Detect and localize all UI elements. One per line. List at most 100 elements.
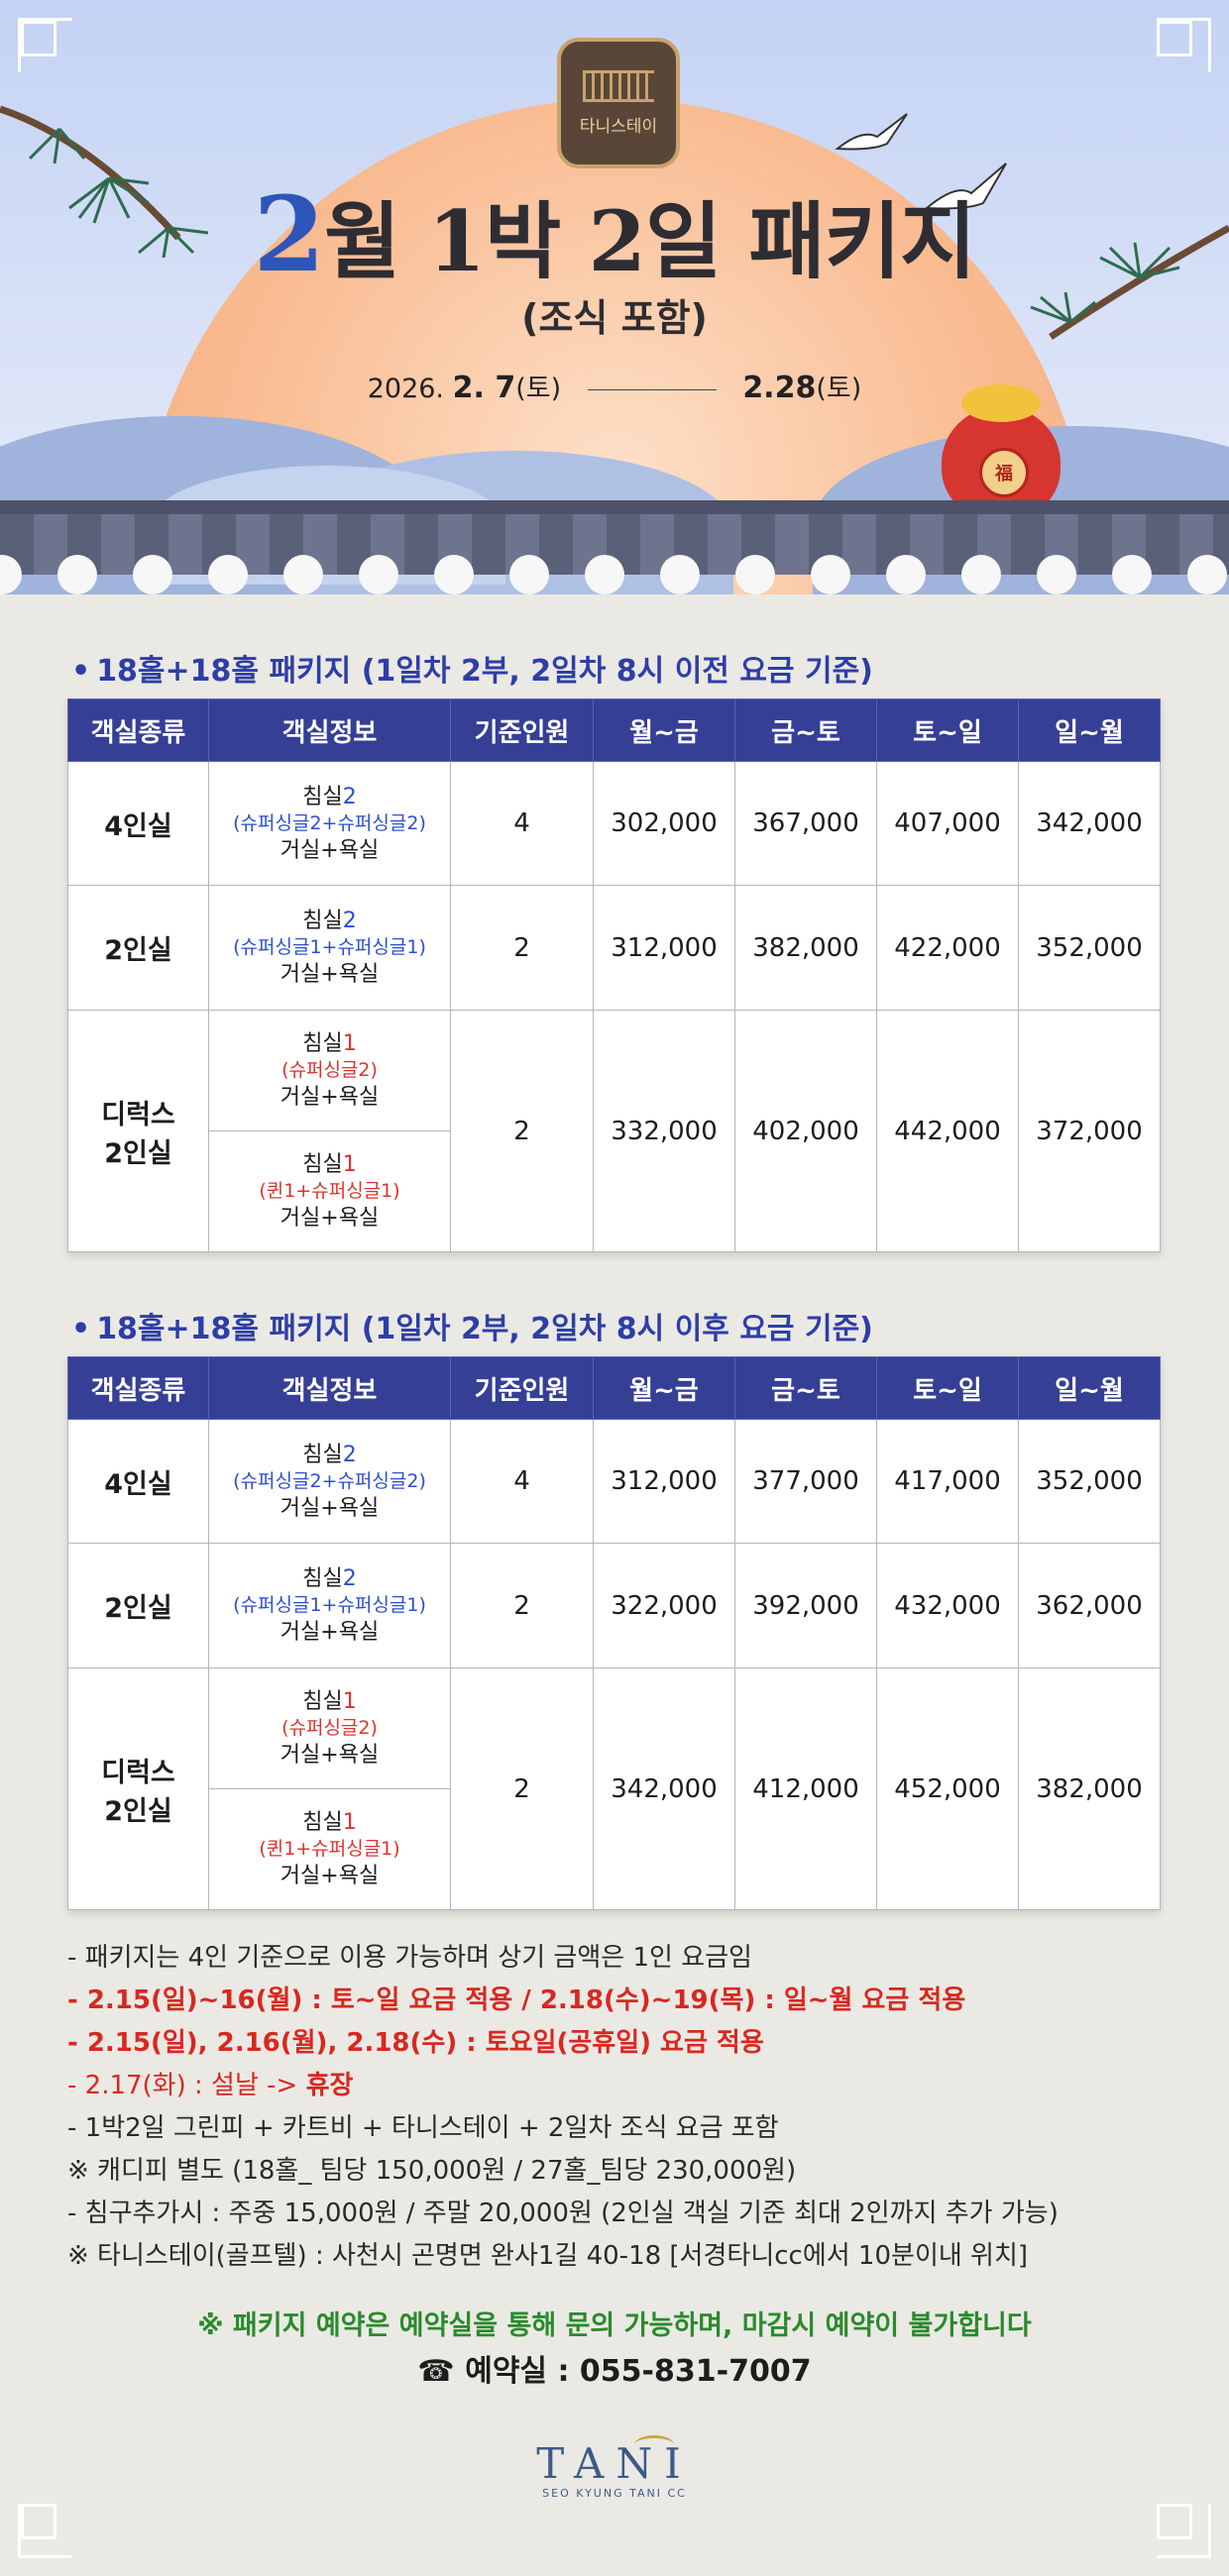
price-cell: 377,000	[734, 1419, 877, 1544]
wall-ornament	[0, 555, 22, 594]
wall-ornament	[961, 555, 1001, 594]
col-header: 일~월	[1018, 698, 1161, 762]
section-title: 18홀+18홀 패키지 (1일차 2부, 2일차 8시 이전 요금 기준)	[71, 646, 873, 690]
wall-cap	[0, 500, 1229, 514]
table-row: 4인실 침실2 (슈퍼싱글2+슈퍼싱글2) 거실+욕실 4 302,000 367,…	[67, 761, 1161, 886]
phone-number[interactable]: 예약실 : 055-831-7007	[465, 2354, 812, 2389]
wall-ornament	[359, 555, 398, 594]
date-start-day: (토)	[515, 374, 562, 404]
col-header: 월~금	[593, 1356, 735, 1420]
room-type: 4인실	[67, 1419, 209, 1544]
pouch-label: 福	[995, 464, 1013, 484]
note-item: - 침구추가시 : 주중 15,000원 / 주말 20,000원 (2인실 객…	[67, 2199, 1059, 2228]
col-header: 객실정보	[208, 1356, 451, 1420]
table-row: 2인실 침실2 (슈퍼싱글1+슈퍼싱글1) 거실+욕실 2 322,000 392,…	[67, 1543, 1161, 1668]
room-info: 침실1 (퀸1+슈퍼싱글1) 거실+욕실	[208, 1788, 451, 1910]
people-count: 2	[450, 1010, 594, 1252]
date-start-prefix: 2026.	[367, 374, 445, 404]
phone-line: ☎ 예약실 : 055-831-7007	[0, 2346, 1229, 2390]
reservation-note: ※ 패키지 예약은 예약실을 통해 문의 가능하며, 마감시 예약이 불가합니다	[197, 2310, 1032, 2341]
wall-ornament	[283, 555, 323, 594]
wall-ornament	[585, 555, 624, 594]
col-header: 일~월	[1018, 1356, 1161, 1420]
price-table: 객실종류 객실정보 기준인원 월~금 금~토 토~일 일~월 4인실 침실2 (슈…	[67, 698, 1161, 1252]
price-cell: 392,000	[734, 1543, 877, 1668]
col-header: 금~토	[734, 698, 877, 762]
col-header: 기준인원	[450, 698, 594, 762]
price-cell: 322,000	[593, 1543, 735, 1668]
price-cell: 342,000	[593, 1667, 735, 1910]
subtitle: (조식 포함)	[521, 296, 708, 340]
frame-corner	[1157, 18, 1211, 72]
room-info: 침실1 (슈퍼싱글2) 거실+욕실	[208, 1667, 451, 1789]
gold-coins	[961, 384, 1041, 422]
price-cell: 312,000	[593, 1419, 735, 1544]
tanistay-logo: 타니스테이	[557, 38, 680, 168]
col-header: 월~금	[593, 698, 735, 762]
wall-ornament	[1187, 555, 1227, 594]
col-header: 객실정보	[208, 698, 451, 762]
table-header-row: 객실종류 객실정보 기준인원 월~금 금~토 토~일 일~월	[67, 698, 1161, 762]
table-header-row: 객실종류 객실정보 기준인원 월~금 금~토 토~일 일~월	[67, 1356, 1161, 1420]
price-cell: 442,000	[876, 1010, 1019, 1252]
people-count: 4	[450, 761, 594, 886]
room-info: 침실2 (슈퍼싱글1+슈퍼싱글1) 거실+욕실	[208, 1543, 451, 1668]
price-cell: 417,000	[876, 1419, 1019, 1544]
col-header: 토~일	[876, 698, 1019, 762]
date-range: 2026. 2. 7(토) 2.28(토)	[0, 367, 1229, 405]
room-type: 디럭스 2인실	[67, 1010, 209, 1252]
people-count: 2	[450, 1667, 594, 1910]
price-cell: 312,000	[593, 885, 735, 1011]
logo-text: 타니스테이	[579, 116, 658, 137]
note-item: - 1박2일 그린피 + 카트비 + 타니스테이 + 2일차 조식 요금 포함	[67, 2113, 779, 2143]
table-row: 침실1 (퀸1+슈퍼싱글1) 거실+욕실	[68, 1130, 1161, 1252]
date-start: 2. 7	[452, 371, 516, 405]
date-end: 2.28	[742, 371, 817, 405]
table-row: 디럭스 2인실 침실1 (슈퍼싱글2) 거실+욕실 2 332,000 402,000…	[67, 1010, 1161, 1252]
table-row: 디럭스 2인실 침실1 (슈퍼싱글2) 거실+욕실 2 342,000 412,000…	[67, 1667, 1161, 1910]
col-header: 토~일	[876, 1356, 1019, 1420]
pine-branch-left	[0, 105, 209, 258]
people-count: 4	[450, 1419, 594, 1544]
wall-ornament	[509, 555, 549, 594]
price-cell: 407,000	[876, 761, 1019, 886]
table-row: 침실1 (퀸1+슈퍼싱글1) 거실+욕실	[68, 1788, 1161, 1910]
price-cell: 422,000	[876, 885, 1019, 1011]
people-count: 2	[450, 885, 594, 1011]
frame-corner	[1157, 2504, 1211, 2558]
wall-ornament	[133, 555, 172, 594]
room-type: 2인실	[67, 1543, 209, 1668]
col-header: 기준인원	[450, 1356, 594, 1420]
wall-ornament	[1037, 555, 1076, 594]
people-count: 2	[450, 1543, 594, 1668]
note-item: - 패키지는 4인 기준으로 이용 가능하며 상기 금액은 1인 요금임	[67, 1943, 752, 1973]
wall-ornament	[886, 555, 926, 594]
note-item: ※ 타니스테이(골프텔) : 사천시 곤명면 완사1길 40-18 [서경타니c…	[67, 2241, 1029, 2271]
price-cell: 332,000	[593, 1010, 735, 1252]
room-type: 2인실	[67, 885, 209, 1011]
room-info: 침실1 (퀸1+슈퍼싱글1) 거실+욕실	[208, 1130, 451, 1252]
hero-banner: 타니스테이 2월 1박 2일 패키지 (조식 포함) 2026. 2. 7(토)…	[0, 0, 1229, 594]
notes-list: - 패키지는 4인 기준으로 이용 가능하며 상기 금액은 1인 요금임 - 2…	[67, 1937, 1168, 2278]
note-closed: 휴장	[305, 2071, 354, 2100]
room-type: 4인실	[67, 761, 209, 886]
brand-subtitle: SEO KYUNG TANI CC	[542, 2487, 687, 2500]
price-cell: 367,000	[734, 761, 877, 886]
note-text: - 2.17(화) : 설날 ->	[67, 2071, 306, 2100]
section-title: 18홀+18홀 패키지 (1일차 2부, 2일차 8시 이후 요금 기준)	[71, 1304, 873, 1347]
price-cell: 342,000	[1018, 761, 1161, 886]
price-cell: 412,000	[734, 1667, 877, 1910]
room-type: 디럭스 2인실	[67, 1667, 209, 1910]
room-info: 침실1 (슈퍼싱글2) 거실+욕실	[208, 1010, 451, 1131]
crane-icon	[835, 113, 908, 151]
price-cell: 402,000	[734, 1010, 877, 1252]
price-cell: 372,000	[1018, 1010, 1161, 1252]
note-item: - 2.17(화) : 설날 -> 휴장	[67, 2065, 1168, 2107]
table-row: 2인실 침실2 (슈퍼싱글1+슈퍼싱글1) 거실+욕실 2 312,000 382,…	[67, 885, 1161, 1011]
price-cell: 302,000	[593, 761, 735, 886]
frame-corner	[18, 2504, 72, 2558]
frame-corner	[18, 18, 72, 72]
col-header: 객실종류	[67, 1356, 209, 1420]
pouch-medal: 福	[979, 448, 1029, 497]
room-info: 침실2 (슈퍼싱글1+슈퍼싱글1) 거실+욕실	[208, 885, 451, 1011]
